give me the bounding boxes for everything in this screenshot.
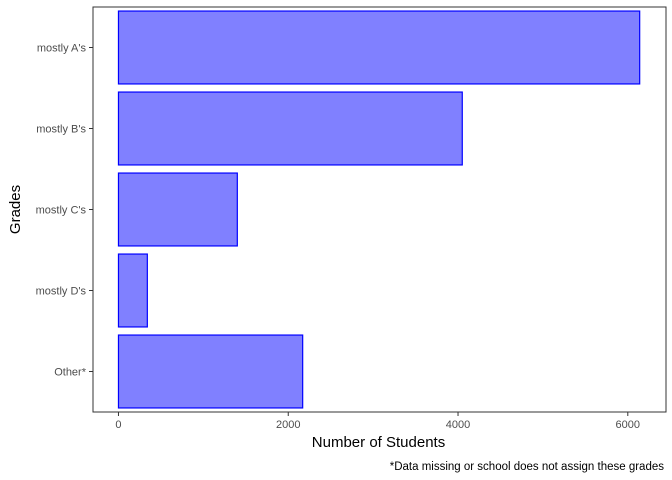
x-tick-label: 6000 — [616, 419, 640, 431]
x-tick-label: 2000 — [276, 419, 300, 431]
y-axis-title: Grades — [7, 185, 24, 234]
panel-border — [92, 6, 667, 413]
y-axis-ticks: mostly A's mostly B's mostly C's mostly D's… — [36, 43, 93, 379]
bar-4 — [117, 334, 304, 409]
y-tick-label: mostly C's — [36, 205, 87, 217]
bar-3 — [117, 253, 148, 328]
y-tick-label: Other* — [54, 367, 87, 379]
y-tick-label: mostly B's — [36, 124, 86, 136]
bars-group — [117, 10, 641, 409]
bar-1 — [117, 91, 463, 166]
x-tick-label: 0 — [115, 419, 121, 431]
bar-2 — [117, 172, 238, 247]
x-axis-title: Number of Students — [312, 434, 445, 451]
y-tick-label: mostly A's — [37, 43, 87, 55]
y-tick-label: mostly D's — [36, 286, 87, 298]
x-tick-label: 4000 — [446, 419, 470, 431]
bar-0 — [117, 10, 641, 85]
chart-caption: *Data missing or school does not assign … — [390, 461, 664, 473]
x-axis-ticks: 0 2000 4000 6000 — [115, 412, 640, 431]
